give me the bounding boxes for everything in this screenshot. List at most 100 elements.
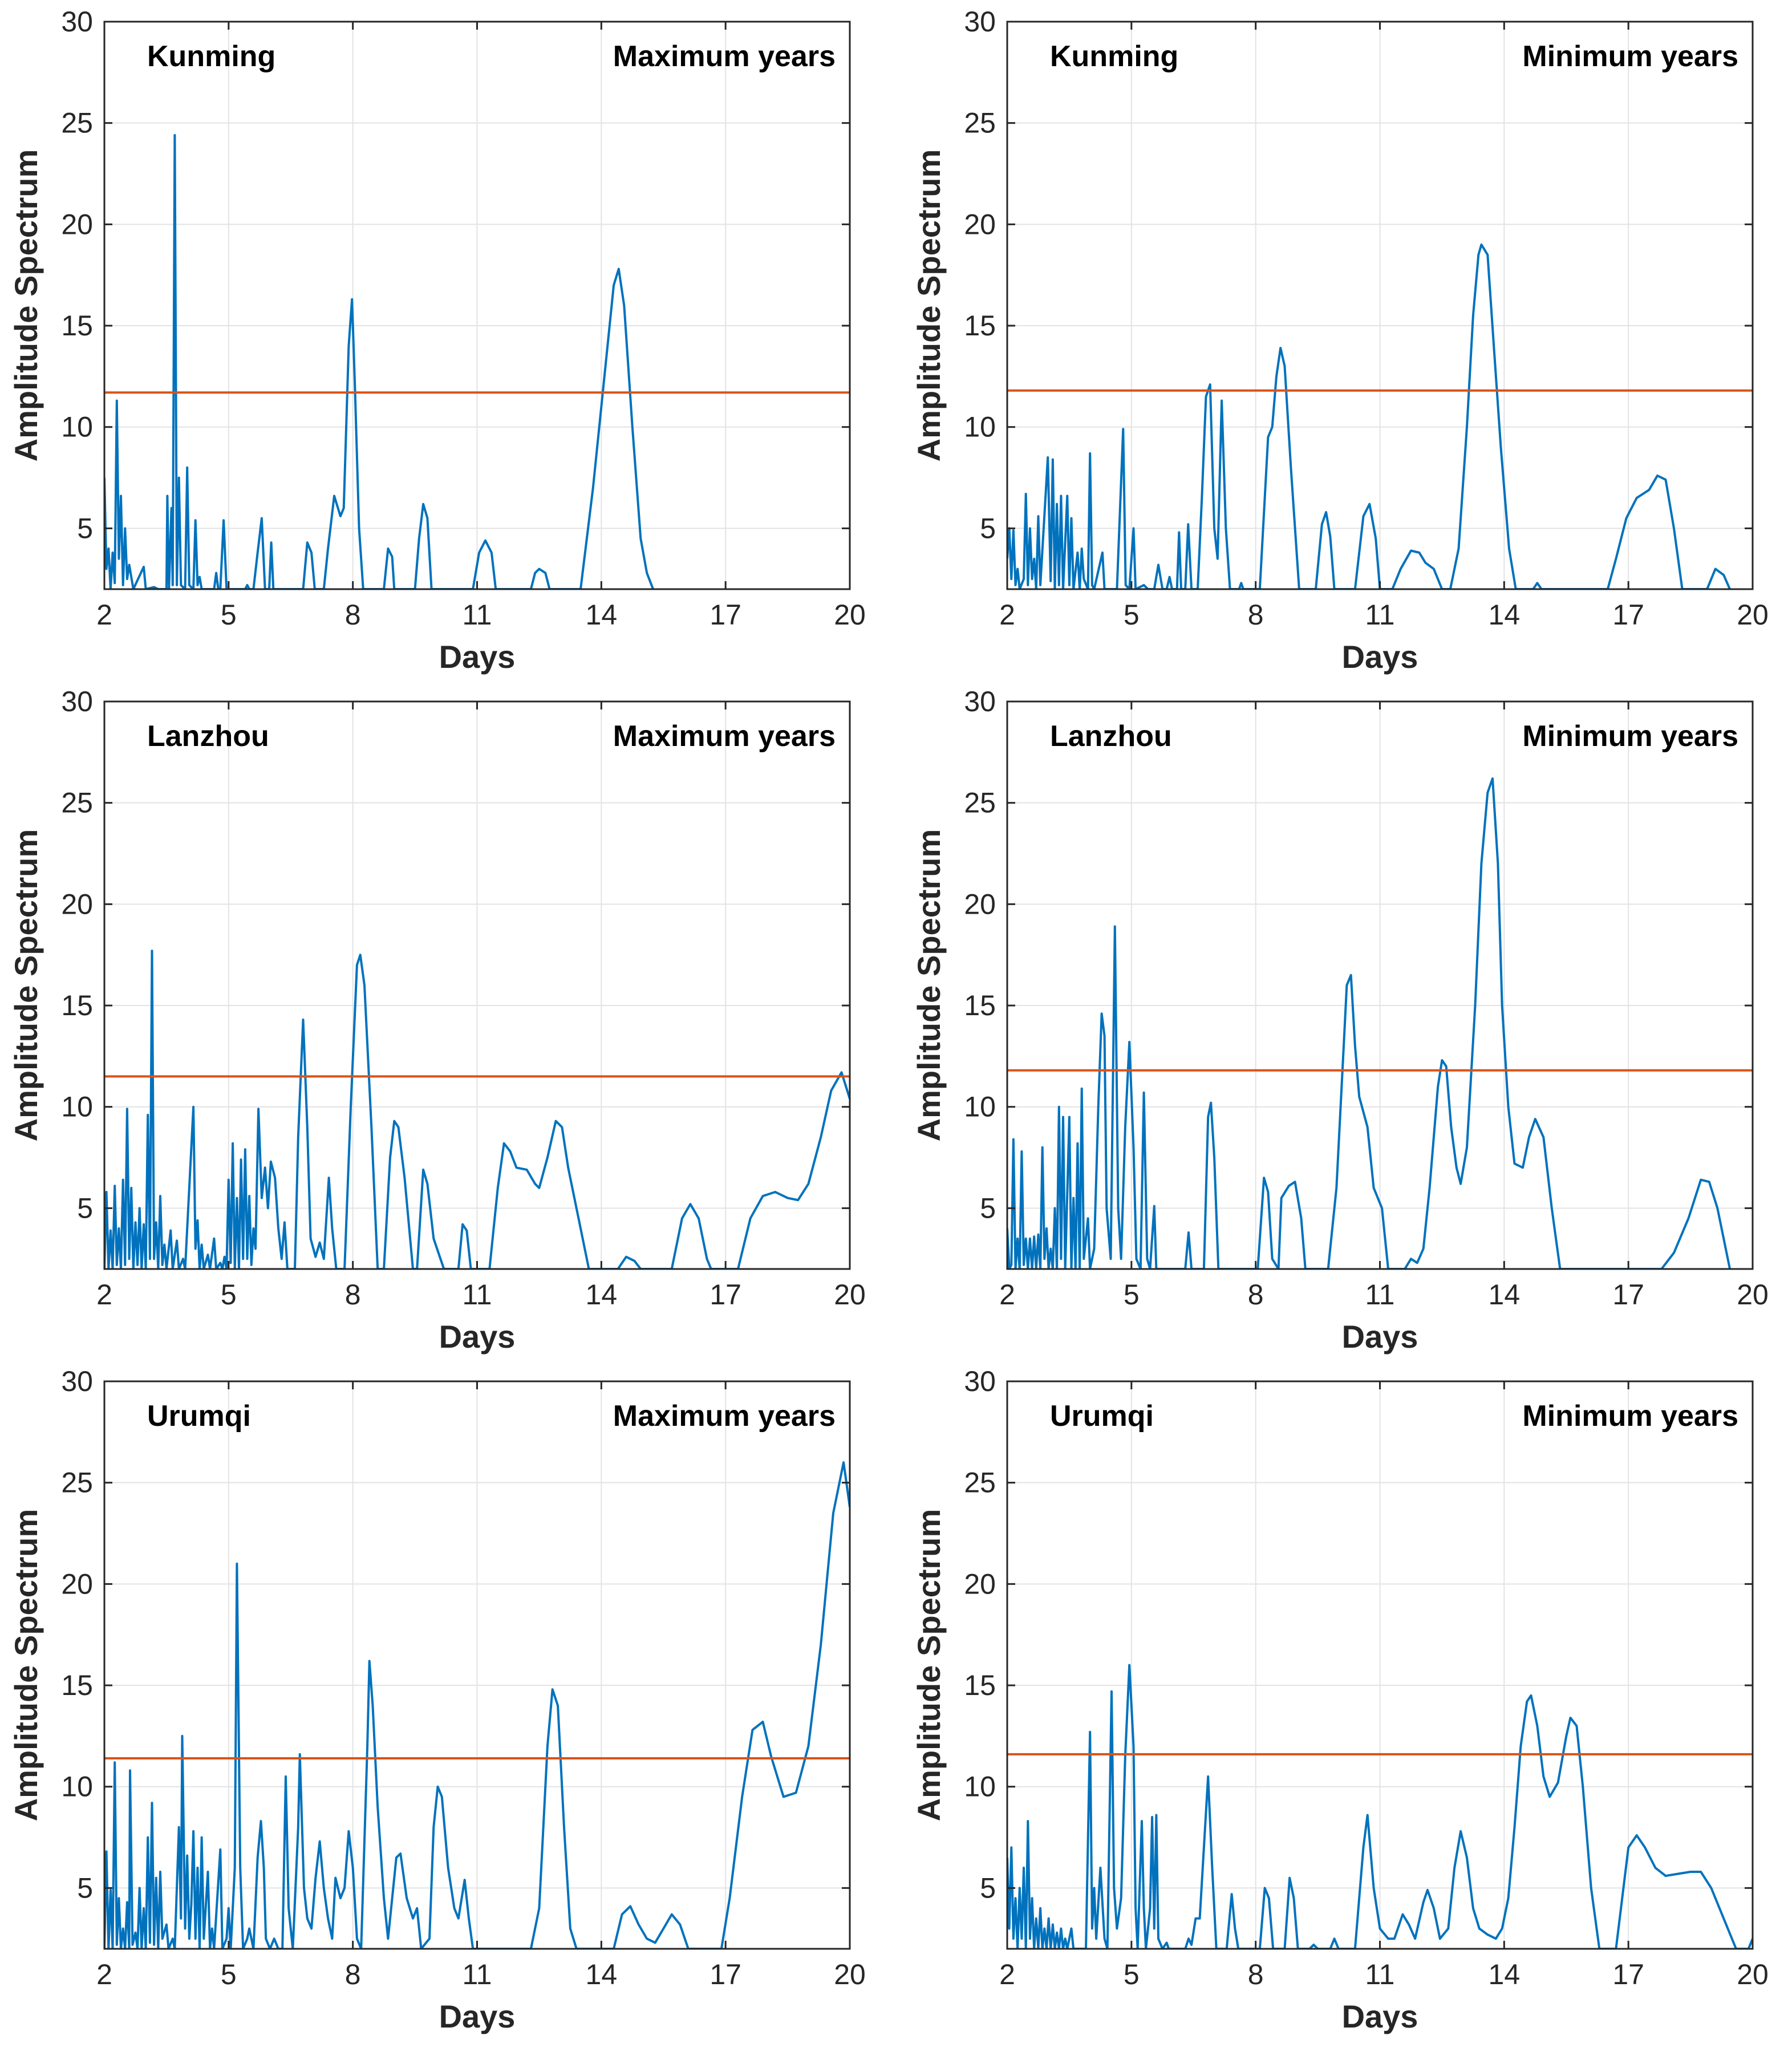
series-group [104, 950, 850, 1269]
y-tick-label: 10 [61, 1091, 93, 1123]
x-tick-label: 8 [1248, 1279, 1264, 1311]
y-tick-label: 20 [61, 1568, 93, 1600]
x-tick-label: 17 [1612, 599, 1644, 631]
x-tick-label: 14 [586, 599, 618, 631]
series-line-amplitude [104, 950, 850, 1269]
series-line-amplitude [104, 134, 654, 589]
y-axis-label: Amplitude Spectrum [8, 1509, 44, 1822]
y-tick-label: 15 [964, 310, 996, 342]
ticks [103, 1380, 851, 1949]
x-axis-label: Days [1342, 1998, 1418, 2034]
station-label: Kunming [1050, 40, 1178, 73]
y-tick-label: 20 [964, 1568, 996, 1600]
x-tick-label: 5 [1124, 599, 1140, 631]
x-tick-label: 11 [1365, 599, 1395, 631]
series-group [104, 1461, 850, 1949]
y-tick-label: 25 [964, 787, 996, 819]
x-tick-label: 17 [709, 1279, 741, 1311]
station-label: Urumqi [1050, 1400, 1154, 1433]
y-tick-label: 20 [61, 208, 93, 240]
x-tick-label: 14 [586, 1279, 618, 1311]
y-tick-label: 10 [61, 1771, 93, 1803]
x-tick-label: 17 [709, 1959, 741, 1990]
x-axis-label: Days [1342, 639, 1418, 675]
ticks [1006, 700, 1754, 1269]
x-axis-label: Days [439, 1998, 516, 2034]
x-tick-label: 11 [1365, 1279, 1395, 1311]
y-tick-label: 25 [61, 107, 93, 139]
y-tick-label: 10 [964, 1771, 996, 1803]
x-tick-label: 20 [1737, 1959, 1769, 1990]
y-tick-label: 15 [61, 310, 93, 342]
series-group [104, 134, 654, 589]
y-tick-label: 15 [964, 990, 996, 1021]
x-tick-label: 5 [1124, 1959, 1140, 1990]
y-tick-label: 25 [61, 1467, 93, 1499]
x-tick-label: 14 [1489, 1959, 1521, 1990]
x-tick-label: 20 [834, 1959, 866, 1990]
y-tick-label: 30 [61, 6, 93, 38]
grid [1007, 702, 1753, 1269]
y-tick-label: 20 [61, 888, 93, 920]
y-tick-label: 15 [964, 1669, 996, 1701]
x-tick-label: 14 [586, 1959, 618, 1990]
series-line-amplitude [104, 1461, 850, 1949]
y-tick-label: 5 [980, 1872, 996, 1904]
x-tick-label: 20 [834, 1279, 866, 1311]
period-label: Minimum years [1522, 1400, 1738, 1433]
y-tick-label: 30 [964, 1365, 996, 1397]
series-line-amplitude [1007, 777, 1732, 1269]
grid [104, 1381, 850, 1949]
y-tick-label: 10 [964, 411, 996, 443]
x-tick-label: 5 [1124, 1279, 1140, 1311]
x-tick-label: 5 [221, 1279, 237, 1311]
x-tick-label: 2 [96, 1279, 112, 1311]
y-tick-label: 20 [964, 888, 996, 920]
y-tick-label: 10 [964, 1091, 996, 1123]
x-axis-label: Days [439, 1319, 516, 1355]
x-tick-label: 2 [999, 1279, 1015, 1311]
x-tick-label: 8 [345, 599, 361, 631]
y-tick-label: 5 [77, 1192, 93, 1224]
series-line-amplitude [1007, 1664, 1753, 1949]
y-axis-label: Amplitude Spectrum [8, 829, 44, 1142]
x-tick-label: 8 [345, 1279, 361, 1311]
grid [1007, 22, 1753, 589]
x-tick-label: 11 [1365, 1959, 1395, 1990]
y-tick-label: 20 [964, 208, 996, 240]
x-tick-label: 17 [1612, 1279, 1644, 1311]
station-label: Lanzhou [1050, 720, 1172, 753]
y-tick-label: 30 [964, 686, 996, 717]
y-axis-label: Amplitude Spectrum [8, 149, 44, 462]
x-tick-label: 20 [1737, 599, 1769, 631]
x-tick-label: 2 [96, 599, 112, 631]
x-tick-label: 8 [345, 1959, 361, 1990]
x-tick-label: 8 [1248, 1959, 1264, 1990]
y-tick-label: 5 [980, 1192, 996, 1224]
x-tick-label: 14 [1489, 599, 1521, 631]
x-tick-label: 20 [1737, 1279, 1769, 1311]
grid [1007, 1381, 1753, 1949]
x-tick-label: 14 [1489, 1279, 1521, 1311]
y-axis-label: Amplitude Spectrum [911, 1509, 947, 1822]
y-axis-label: Amplitude Spectrum [911, 149, 947, 462]
station-label: Kunming [147, 40, 275, 73]
x-tick-label: 2 [999, 1959, 1015, 1990]
y-axis-label: Amplitude Spectrum [911, 829, 947, 1142]
period-label: Maximum years [613, 720, 836, 753]
x-tick-label: 2 [96, 1959, 112, 1990]
period-label: Minimum years [1522, 40, 1738, 73]
y-tick-label: 15 [61, 1669, 93, 1701]
y-tick-label: 5 [77, 1872, 93, 1904]
period-label: Maximum years [613, 40, 836, 73]
x-tick-label: 20 [834, 599, 866, 631]
x-tick-label: 11 [463, 599, 492, 631]
y-tick-label: 25 [964, 1467, 996, 1499]
y-tick-label: 30 [61, 686, 93, 717]
